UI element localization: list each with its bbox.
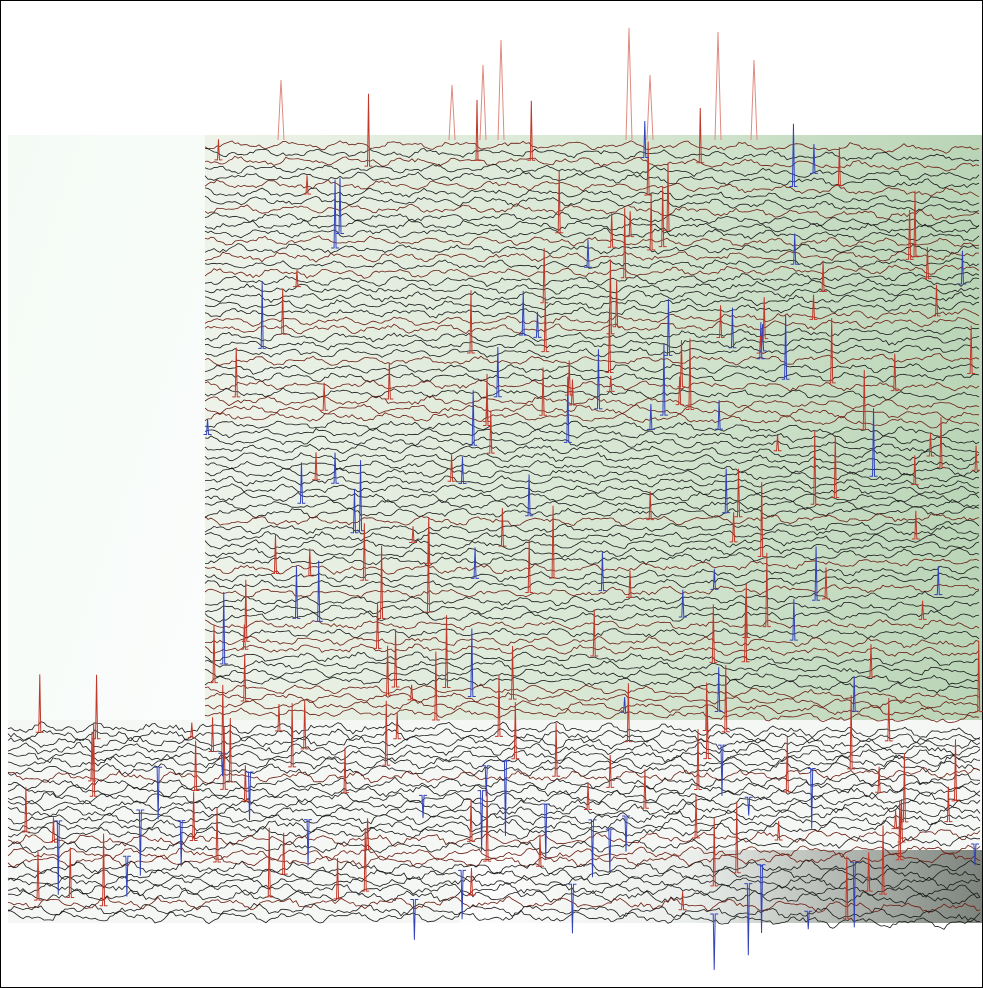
seismic-view bbox=[0, 0, 983, 988]
left-panel bbox=[8, 135, 205, 720]
